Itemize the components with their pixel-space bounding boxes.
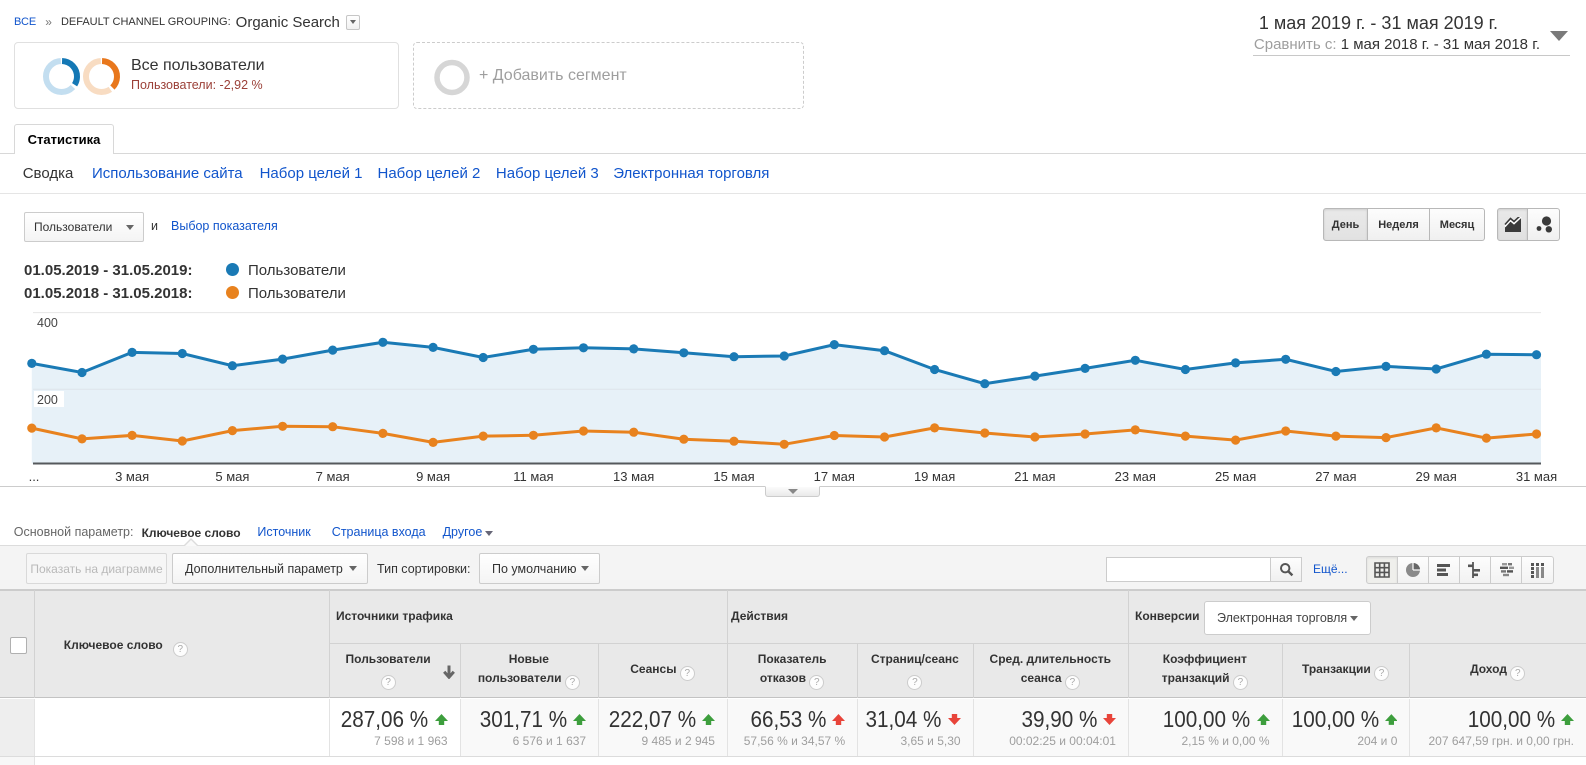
svg-text:29 мая: 29 мая [1416,469,1457,484]
svg-text:3 мая: 3 мая [115,469,149,484]
svg-text:27 мая: 27 мая [1315,469,1356,484]
svg-text:9 мая: 9 мая [416,469,450,484]
svg-text:400: 400 [37,316,58,330]
svg-text:13 мая: 13 мая [613,469,654,484]
svg-text:5 мая: 5 мая [215,469,249,484]
svg-text:31 мая: 31 мая [1516,469,1557,484]
svg-text:200: 200 [37,393,58,407]
svg-text:17 мая: 17 мая [814,469,855,484]
svg-text:21 мая: 21 мая [1014,469,1055,484]
svg-text:15 мая: 15 мая [713,469,754,484]
svg-text:23 мая: 23 мая [1115,469,1156,484]
svg-text:11 мая: 11 мая [513,469,553,484]
svg-text:25 мая: 25 мая [1215,469,1256,484]
svg-text:7 мая: 7 мая [316,469,350,484]
svg-text:...: ... [29,469,40,484]
svg-text:19 мая: 19 мая [914,469,955,484]
